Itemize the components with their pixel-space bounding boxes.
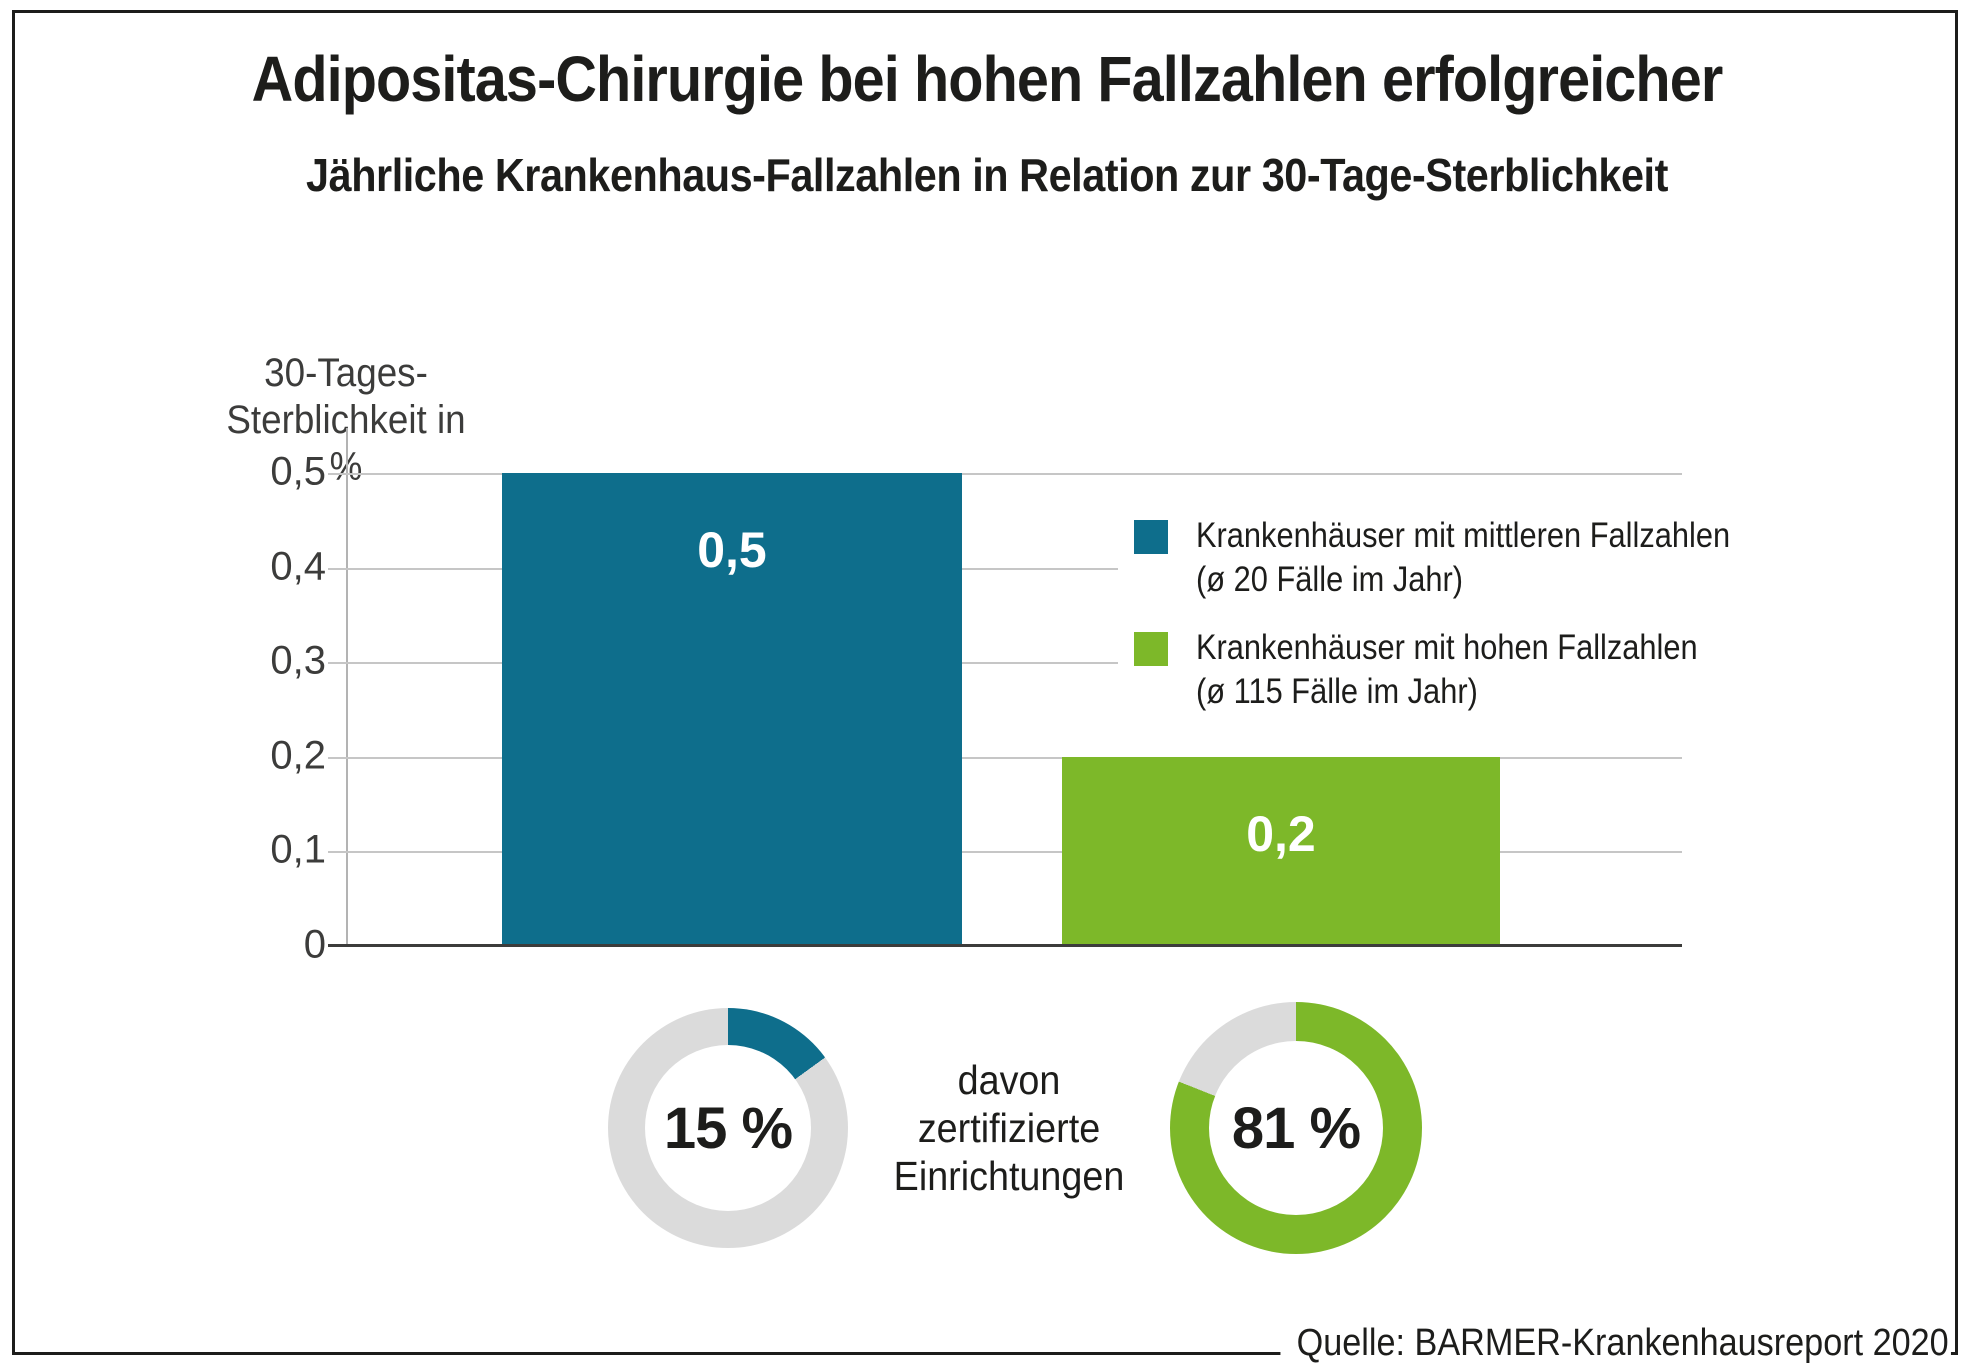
- border-frame: [12, 10, 1958, 1355]
- gridline-0-5: [328, 473, 1682, 475]
- bar-mittlere-fallzahlen: 0,5: [502, 473, 962, 946]
- y-tick-0: 0: [303, 922, 326, 967]
- y-tick-0-5: 0,5: [270, 449, 326, 494]
- legend: Krankenhäuser mit mittleren Fallzahlen (…: [1118, 500, 1812, 730]
- donut-value-label-15: 15 %: [645, 1045, 811, 1211]
- bar-hohe-fallzahlen: 0,2: [1062, 756, 1500, 946]
- legend-text-mittlere: Krankenhäuser mit mittleren Fallzahlen (…: [1196, 514, 1730, 602]
- x-axis-baseline: [328, 944, 1682, 947]
- legend-label-line1: Krankenhäuser mit hohen Fallzahlen: [1196, 628, 1698, 667]
- bar-value-label-hohe: 0,2: [1246, 805, 1316, 862]
- donut-caption-line1: davon: [957, 1057, 1061, 1103]
- gridline-0-2: [328, 757, 1682, 759]
- y-axis-title-line1: 30-Tages-: [264, 351, 428, 395]
- y-tick-0-3: 0,3: [270, 638, 326, 683]
- donut-value-label-81: 81 %: [1209, 1041, 1383, 1215]
- y-tick-0-4: 0,4: [270, 544, 326, 589]
- legend-entry-mittlere-fallzahlen: Krankenhäuser mit mittleren Fallzahlen (…: [1118, 514, 1812, 602]
- y-tick-0-2: 0,2: [270, 733, 326, 778]
- legend-swatch-teal-icon: [1134, 520, 1168, 554]
- gridline-0-4: [328, 568, 1682, 570]
- chart-subtitle: Jährliche Krankenhaus-Fallzahlen in Rela…: [306, 149, 1668, 201]
- donut-caption: davon zertifizierte Einrichtungen: [871, 1056, 1147, 1200]
- legend-entry-hohe-fallzahlen: Krankenhäuser mit hohen Fallzahlen (ø 11…: [1118, 626, 1812, 714]
- donut-caption-line3: Einrichtungen: [893, 1153, 1125, 1199]
- legend-label-line2: (ø 20 Fälle im Jahr): [1196, 560, 1463, 599]
- legend-label-line1: Krankenhäuser mit mittleren Fallzahlen: [1196, 516, 1731, 555]
- donut-chart-certified-15: 15 %: [608, 1008, 848, 1248]
- legend-text-hohe: Krankenhäuser mit hohen Fallzahlen (ø 11…: [1196, 626, 1698, 714]
- legend-swatch-green-icon: [1134, 632, 1168, 666]
- y-axis-line: [346, 428, 348, 946]
- donut-chart-certified-81: 81 %: [1170, 1002, 1422, 1254]
- donut-caption-line2: zertifizierte: [917, 1105, 1101, 1151]
- legend-label-line2: (ø 115 Fälle im Jahr): [1196, 672, 1478, 711]
- gridline-0-3: [328, 662, 1682, 664]
- y-tick-0-1: 0,1: [270, 827, 326, 872]
- page-title: Adipositas-Chirurgie bei hohen Fallzahle…: [251, 43, 1724, 115]
- bar-value-label-mittlere: 0,5: [697, 522, 767, 578]
- source-caption: Quelle: BARMER-Krankenhausreport 2020: [1279, 1320, 1950, 1369]
- gridline-0-1: [328, 851, 1682, 853]
